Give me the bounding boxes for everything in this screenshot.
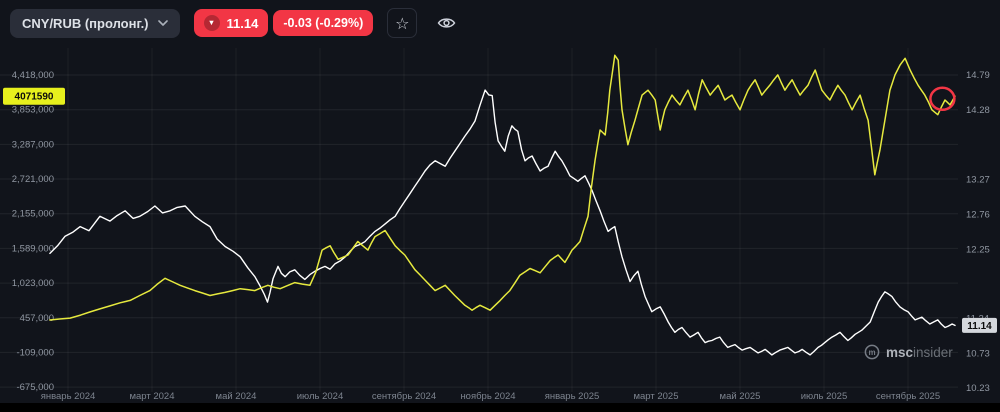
- x-axis-label: март 2025: [633, 391, 678, 402]
- right-axis-label: 14.79: [966, 70, 990, 81]
- watermark-text-rest: insider: [913, 344, 953, 360]
- left-axis-label: -675,000: [16, 382, 54, 393]
- price-badge: ▼ 11.14: [193, 9, 269, 37]
- watermark-text-bold: msc: [886, 344, 914, 360]
- left-axis-label: 2,155,000: [12, 209, 54, 220]
- favorite-button[interactable]: ☆: [387, 8, 418, 38]
- triangle-down-glyph: ▼: [207, 18, 216, 28]
- last-price-badge: [962, 317, 997, 333]
- quote-badges: ▼ 11.14 -0.03 (-0.29%): [193, 9, 374, 37]
- mscinsider-logo-icon: m: [864, 344, 880, 360]
- oi-value-badge-text: 4071590: [15, 92, 54, 103]
- price-change: -0.03 (-0.29%): [283, 16, 364, 30]
- bottom-bar: [0, 403, 1000, 412]
- watermark: m mscinsider: [864, 344, 953, 360]
- last-price: 11.14: [226, 15, 259, 31]
- price-line: [49, 89, 956, 356]
- left-axis-label: 1,023,000: [12, 278, 54, 289]
- right-axis-label: 13.27: [966, 174, 990, 185]
- toolbar: CNY/RUB (пролонг.) ▼ 11.14 -0.03 (-0.29%…: [0, 0, 1000, 46]
- symbol-label: CNY/RUB (пролонг.): [22, 15, 149, 31]
- watermark-logo-letter: m: [868, 348, 875, 357]
- visibility-button[interactable]: [431, 8, 461, 38]
- symbol-selector[interactable]: CNY/RUB (пролонг.): [10, 8, 180, 38]
- x-axis-label: сентябрь 2024: [372, 391, 436, 402]
- left-axis-label: 457,000: [20, 313, 54, 324]
- left-axis-label: 3,853,000: [12, 105, 54, 116]
- left-axis-label: 1,589,000: [12, 243, 54, 254]
- star-icon: ☆: [395, 13, 410, 33]
- triangle-down-icon: ▼: [203, 15, 220, 31]
- right-axis-label: 10.73: [966, 349, 990, 360]
- right-axis-label: 12.25: [966, 244, 990, 255]
- x-axis-label: май 2025: [720, 391, 761, 402]
- left-axis-label: 4,418,000: [12, 70, 54, 81]
- x-axis-label: май 2024: [216, 391, 257, 402]
- x-axis-label: ноябрь 2024: [460, 391, 515, 402]
- oi-value-badge: [3, 87, 65, 105]
- chevron-down-icon: [157, 20, 168, 26]
- x-axis-label: сентябрь 2025: [876, 391, 940, 402]
- right-axis-label: 10.23: [966, 383, 990, 394]
- change-badge: -0.03 (-0.29%): [273, 10, 374, 36]
- left-axis-label: 2,721,000: [12, 174, 54, 185]
- right-axis-label: 14.28: [966, 105, 990, 116]
- right-axis-label: 12.76: [966, 209, 990, 220]
- open-interest-line: [49, 54, 956, 321]
- left-axis-label: -109,000: [16, 347, 54, 358]
- watermark-text: mscinsider: [886, 345, 953, 360]
- eye-icon: [437, 18, 456, 28]
- left-axis-label: 3,287,000: [12, 139, 54, 150]
- last-price-badge-text: 11.14: [967, 321, 992, 332]
- x-axis-label: январь 2025: [545, 391, 600, 402]
- highlight-circle-annotation[interactable]: [929, 86, 956, 112]
- x-axis-label: июль 2025: [801, 391, 848, 402]
- x-axis-label: март 2024: [129, 391, 174, 402]
- x-axis-label: июль 2024: [297, 391, 344, 402]
- x-axis-label: январь 2024: [41, 391, 96, 402]
